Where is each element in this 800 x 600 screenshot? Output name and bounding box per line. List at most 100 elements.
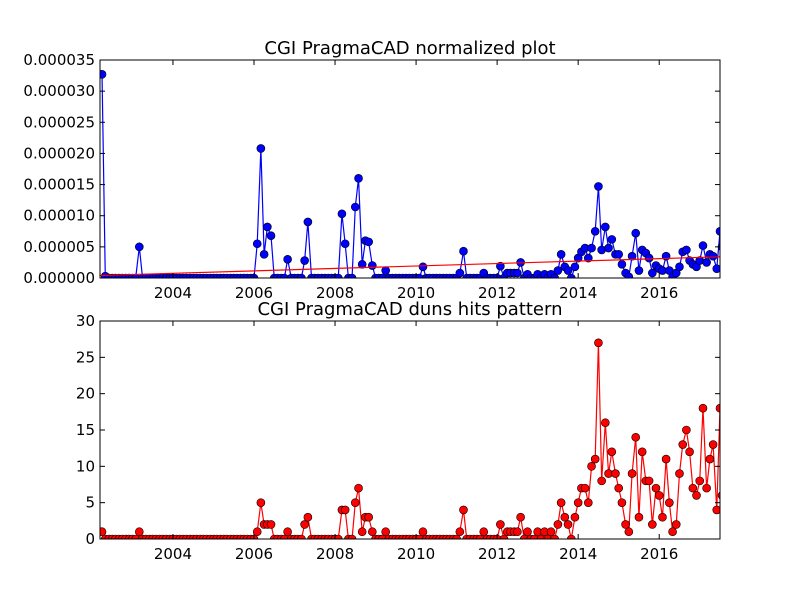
plot-area — [100, 70, 720, 278]
data-point — [283, 527, 292, 537]
data-point — [347, 273, 357, 278]
data-point — [496, 261, 505, 271]
y-tick-label: 0.000015 — [23, 176, 95, 194]
data-point — [671, 520, 681, 529]
data-point — [627, 469, 637, 478]
data-point — [100, 70, 107, 79]
x-tick-label: 2008 — [316, 545, 354, 563]
data-point — [354, 483, 363, 493]
data-point — [455, 268, 465, 278]
data-point — [627, 251, 637, 261]
axes-frame — [99, 59, 721, 279]
data-point — [553, 266, 563, 275]
axes: 2004 2006 2008 2010 2012 2014 2016 0 5 10 15 20 25 30 — [76, 312, 720, 563]
data-point — [570, 512, 580, 522]
data-point — [624, 527, 634, 537]
y-tick-label: 30 — [76, 312, 95, 330]
data-point — [337, 209, 347, 219]
axes: 2004 2006 2008 2010 2012 2014 2016 0.000000 0.00… — [23, 51, 720, 302]
data-point — [523, 527, 532, 537]
data-point — [715, 403, 720, 413]
data-point — [560, 512, 570, 522]
data-point — [459, 246, 468, 256]
data-point — [563, 520, 573, 529]
data-point — [580, 483, 590, 493]
y-tick-label: 0.000035 — [23, 51, 95, 69]
data-point — [135, 527, 144, 537]
data-point — [297, 273, 306, 278]
x-tick-label: 2014 — [559, 284, 597, 302]
x-tick-label: 2010 — [397, 284, 435, 302]
data-point — [617, 259, 627, 269]
data-point — [475, 534, 485, 539]
data-point — [705, 454, 715, 464]
data-point — [668, 527, 677, 537]
data-point — [259, 250, 269, 259]
data-point — [418, 262, 428, 272]
data-point — [303, 217, 313, 227]
duns-hits-plot: CGI PragmaCAD duns hits pattern 2004 2006… — [76, 299, 721, 563]
data-point — [648, 520, 657, 529]
y-tick-label: 0.000030 — [23, 82, 95, 100]
data-point — [263, 222, 272, 232]
data-point — [415, 273, 424, 278]
data-point — [135, 242, 144, 252]
x-tick-label: 2006 — [235, 545, 273, 563]
data-point — [556, 498, 566, 507]
data-point — [678, 440, 688, 449]
data-point — [556, 250, 566, 259]
data-point — [357, 527, 367, 537]
y-tick-label: 0.000025 — [23, 113, 95, 131]
data-point — [698, 241, 708, 250]
normalized-plot: CGI PragmaCAD normalized plot 2004 2006 20… — [23, 38, 721, 302]
data-point — [708, 251, 718, 261]
data-point — [266, 231, 276, 240]
data-point — [364, 237, 373, 247]
data-point — [381, 527, 390, 537]
data-point — [333, 534, 343, 539]
chart-title: CGI PragmaCAD duns hits pattern — [257, 299, 562, 320]
data-point — [550, 534, 559, 539]
data-point — [300, 520, 309, 529]
data-point — [536, 534, 546, 539]
data-point — [621, 520, 630, 529]
data-point — [563, 266, 573, 275]
data-point — [543, 534, 553, 539]
data-point — [607, 235, 617, 244]
y-tick-label: 10 — [76, 457, 95, 475]
data-point — [415, 534, 424, 539]
data-point — [340, 505, 350, 515]
chart-title: CGI PragmaCAD normalized plot — [264, 38, 555, 59]
data-point — [617, 498, 627, 507]
data-point — [590, 226, 600, 236]
x-tick-label: 2014 — [559, 545, 597, 563]
data-point — [354, 174, 363, 183]
series-line — [100, 256, 720, 277]
data-point — [378, 273, 387, 278]
data-point — [256, 144, 266, 153]
data-point — [594, 338, 603, 348]
data-point — [661, 454, 671, 464]
data-point — [496, 520, 505, 529]
data-point — [665, 498, 674, 507]
data-point — [513, 527, 522, 537]
data-point — [631, 432, 641, 442]
data-point — [566, 534, 576, 539]
plot-area — [100, 338, 720, 539]
data-point — [100, 527, 107, 537]
data-point — [634, 512, 644, 522]
data-point — [570, 262, 580, 272]
data-point — [702, 483, 711, 493]
data-point — [280, 534, 289, 539]
data-point — [675, 262, 684, 272]
data-point — [712, 264, 720, 273]
data-point — [455, 527, 465, 537]
data-point — [378, 534, 387, 539]
data-point — [692, 491, 701, 500]
data-point — [631, 228, 641, 238]
y-tick-label: 15 — [76, 421, 95, 439]
data-point — [553, 520, 563, 529]
data-point — [280, 273, 289, 278]
data-point — [252, 239, 262, 249]
